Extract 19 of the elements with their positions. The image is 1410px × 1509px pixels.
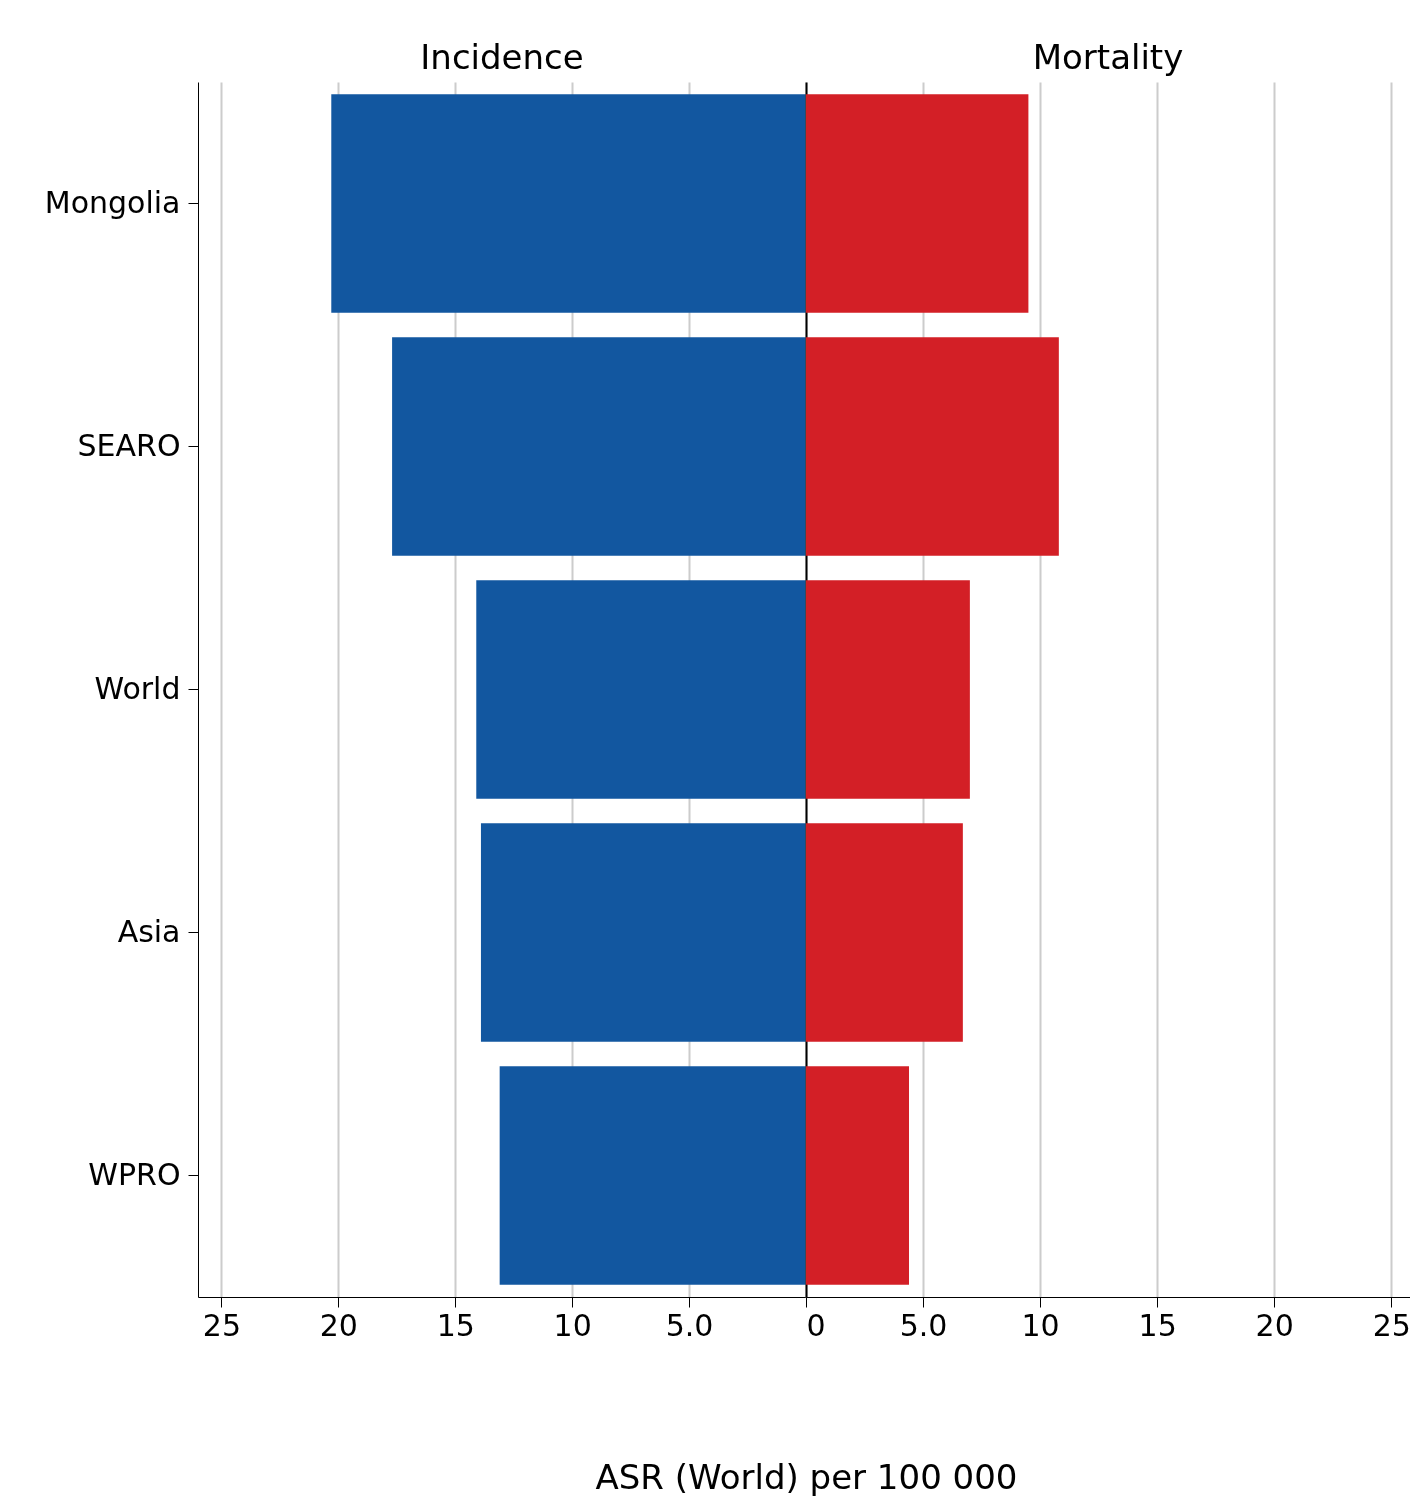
x-tick-label: 20 [319, 1307, 358, 1343]
x-tick-label: 25 [1372, 1307, 1410, 1343]
x-tick-label: 0 [806, 1307, 826, 1343]
x-tick-label: 15 [1138, 1307, 1177, 1343]
x-tick-label: 10 [553, 1307, 592, 1343]
y-tick-label: WPRO [88, 1156, 181, 1192]
y-tick-label: SEARO [77, 427, 181, 463]
y-tick-label: Asia [117, 913, 181, 949]
chart-title: Mortality [1032, 37, 1184, 77]
y-tick-label: Mongolia [44, 184, 181, 220]
x-tick-label: 20 [1255, 1307, 1294, 1343]
x-tick-label: 5.0 [665, 1307, 714, 1343]
x-tick-label: 5.0 [899, 1307, 948, 1343]
x-axis-title: ASR (World) per 100 000 [595, 1456, 1018, 1497]
x-tick-label: 15 [436, 1307, 475, 1343]
x-tick-label: 25 [202, 1307, 241, 1343]
y-tick-label: World [94, 670, 181, 706]
x-tick-label: 10 [1021, 1307, 1060, 1343]
chart-title: Incidence [420, 37, 584, 77]
